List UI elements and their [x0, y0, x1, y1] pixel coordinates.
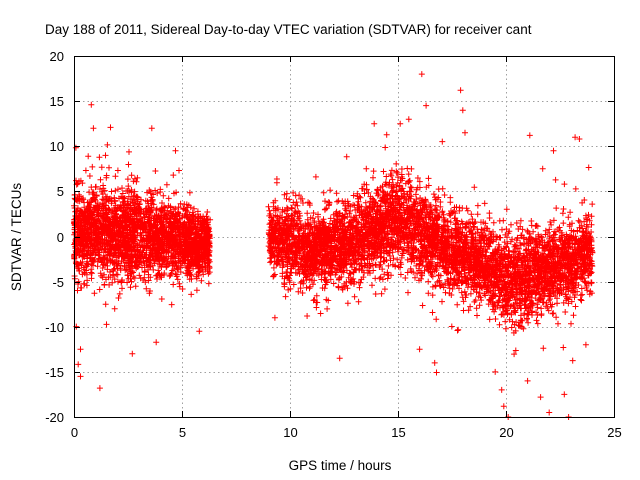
x-axis-label: GPS time / hours — [289, 458, 392, 473]
y-tick-label: 15 — [50, 94, 64, 109]
y-tick-label: 10 — [50, 139, 64, 154]
x-tick-label: 10 — [283, 425, 297, 440]
sdtvar-series-markers — [71, 71, 596, 420]
y-tick-label: -5 — [52, 275, 64, 290]
axis-ticks — [74, 56, 615, 418]
data-points — [71, 71, 596, 420]
y-tick-label: 20 — [50, 49, 64, 64]
y-axis-label: SDTVAR / TECUs — [9, 183, 24, 292]
y-tick-label: -15 — [45, 365, 64, 380]
y-tick-label: -20 — [45, 410, 64, 425]
y-tick-label: -10 — [45, 320, 64, 335]
y-tick-label: 0 — [57, 230, 64, 245]
y-tick-labels: -20 -15 -10 -5 0 5 10 15 20 — [45, 49, 64, 425]
x-tick-label: 0 — [71, 425, 78, 440]
x-tick-label: 15 — [391, 425, 405, 440]
y-tick-label: 5 — [57, 184, 64, 199]
x-tick-labels: 0 5 10 15 20 25 — [71, 425, 622, 440]
x-tick-label: 20 — [499, 425, 513, 440]
x-tick-label: 5 — [179, 425, 186, 440]
x-tick-label: 25 — [607, 425, 621, 440]
chart-title: Day 188 of 2011, Sidereal Day-to-day VTE… — [45, 22, 532, 37]
